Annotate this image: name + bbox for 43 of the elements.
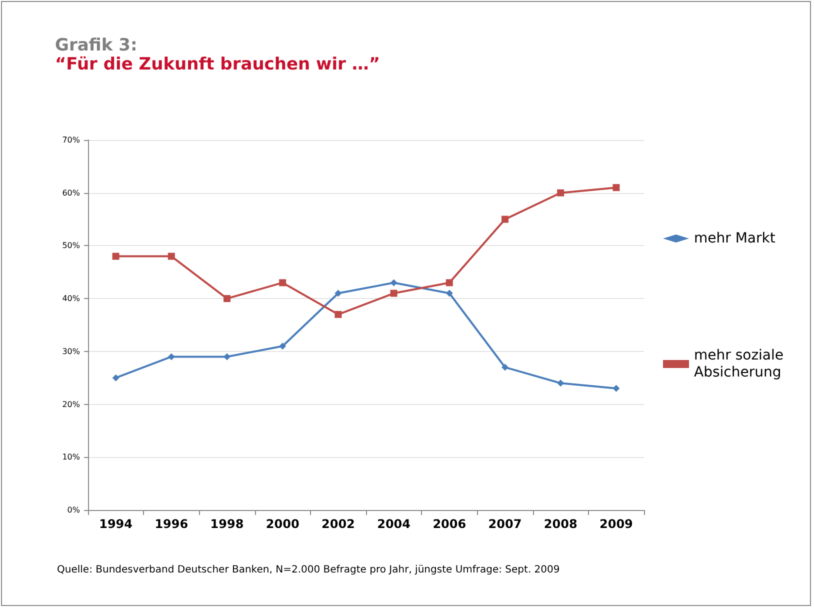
legend-label: mehr Markt (694, 230, 776, 246)
x-tick-label: 2004 (377, 517, 411, 531)
point (168, 252, 175, 260)
x-tick-label: 1998 (210, 517, 244, 531)
x-tick-label: 2000 (266, 517, 300, 531)
y-tick-label: 70% (62, 136, 80, 144)
y-tick-label: 20% (62, 400, 80, 409)
point (112, 374, 120, 382)
y-tick-label: 10% (62, 452, 80, 462)
x-tick-label: 2009 (599, 517, 633, 531)
x-tick-label: 2008 (544, 517, 578, 531)
chart-subtitle: “Für die Zukunft brauchen wir …” (55, 54, 380, 74)
point (168, 353, 175, 360)
y-tick-label: 40% (62, 294, 80, 304)
point (279, 279, 286, 286)
point (279, 342, 286, 350)
point (390, 279, 398, 286)
point (502, 216, 508, 223)
point (557, 380, 564, 387)
point (334, 290, 342, 297)
point (390, 290, 398, 297)
point (612, 384, 620, 392)
point (502, 364, 508, 371)
x-tick-label: 1996 (154, 517, 188, 531)
point (612, 184, 620, 192)
point (224, 353, 230, 360)
x-tick-label: 2007 (488, 517, 522, 531)
x-tick-label: 1994 (99, 517, 133, 531)
chart-title: Grafik 3: (55, 36, 138, 56)
legend-label: mehr soziale Absicherung (694, 348, 788, 380)
y-tick-label: 0% (67, 506, 80, 514)
point (446, 279, 453, 286)
y-tick-label: 60% (62, 188, 80, 198)
x-tick-label: 2006 (432, 517, 466, 531)
source-note: Quelle: Bundesverband Deutscher Banken, N=2.000 Befragte pro Jahr, jüngste Umfrage: Sept. 2009 (57, 564, 560, 576)
point (112, 252, 120, 260)
point (446, 290, 453, 297)
y-tick-label: 30% (62, 346, 80, 356)
y-tick-label: 50% (62, 241, 80, 250)
point (557, 189, 564, 196)
x-tick-label: 2002 (321, 517, 355, 531)
point (224, 295, 230, 302)
point (334, 310, 342, 318)
